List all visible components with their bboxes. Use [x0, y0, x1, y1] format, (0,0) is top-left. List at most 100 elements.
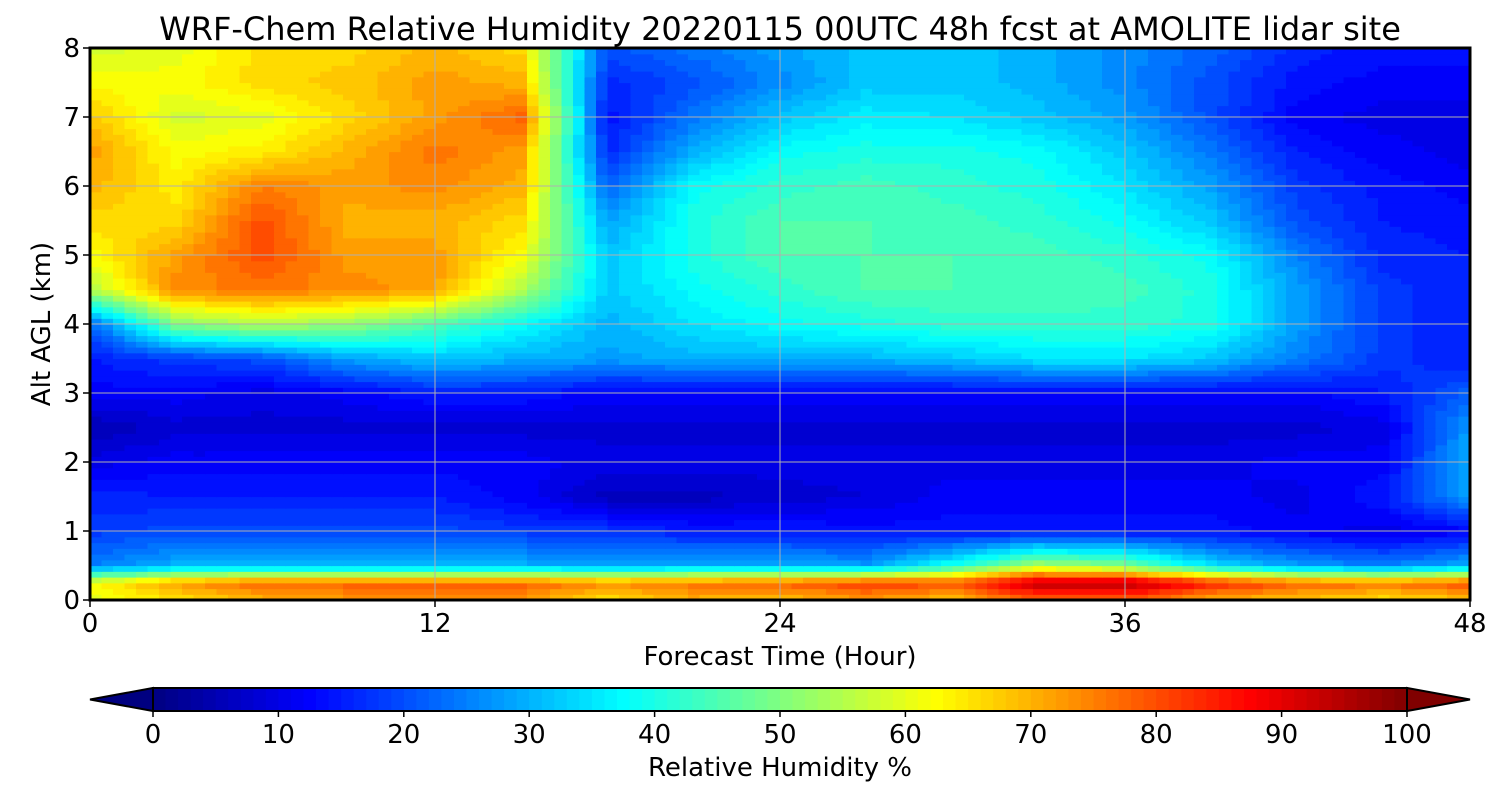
- heatmap-cell: [872, 508, 885, 515]
- heatmap-cell: [665, 571, 678, 578]
- heatmap-cell: [101, 536, 114, 544]
- heatmap-cell: [1378, 525, 1391, 532]
- heatmap-cell: [124, 571, 137, 578]
- heatmap-cell: [1343, 594, 1356, 601]
- heatmap-cell: [308, 490, 321, 498]
- heatmap-cell: [699, 490, 712, 498]
- heatmap-cell: [895, 404, 908, 411]
- heatmap-cell: [630, 594, 643, 601]
- heatmap-cell: [435, 577, 448, 584]
- heatmap-cell: [285, 479, 298, 486]
- heatmap-cell: [1297, 433, 1310, 440]
- heatmap-cell: [492, 548, 505, 555]
- heatmap-cell: [262, 358, 275, 365]
- heatmap-cell: [458, 588, 471, 595]
- heatmap-cell: [412, 387, 425, 394]
- heatmap-cell: [400, 525, 413, 532]
- heatmap-cell: [1205, 490, 1218, 498]
- heatmap-cell: [182, 559, 195, 567]
- heatmap-cell: [1240, 467, 1253, 475]
- heatmap-cell: [975, 565, 988, 572]
- heatmap-cell: [814, 381, 827, 388]
- heatmap-cell: [860, 496, 873, 503]
- heatmap-cell: [1205, 410, 1218, 417]
- heatmap-cell: [1102, 577, 1115, 584]
- heatmap-cell: [1389, 410, 1402, 417]
- heatmap-cell: [1205, 582, 1218, 590]
- heatmap-cell: [906, 525, 919, 532]
- heatmap-cell: [1102, 548, 1115, 555]
- heatmap-cell: [722, 416, 735, 423]
- heatmap-cell: [987, 479, 1000, 486]
- heatmap-cell: [929, 565, 942, 572]
- heatmap-cell: [1274, 370, 1287, 377]
- heatmap-cell: [515, 531, 528, 538]
- heatmap-cell: [711, 364, 724, 371]
- heatmap-cell: [619, 364, 632, 371]
- heatmap-cell: [538, 531, 551, 538]
- heatmap-cell: [768, 565, 781, 572]
- heatmap-cell: [688, 364, 701, 371]
- heatmap-cell: [952, 508, 965, 515]
- heatmap-cell: [952, 450, 965, 457]
- heatmap-cell: [1113, 496, 1126, 503]
- heatmap-cell: [1263, 531, 1276, 538]
- heatmap-cell: [1079, 398, 1092, 406]
- heatmap-cell: [780, 421, 793, 429]
- heatmap-cell: [1355, 381, 1368, 388]
- heatmap-cell: [538, 381, 551, 388]
- heatmap-cell: [1171, 364, 1184, 371]
- heatmap-cell: [1044, 490, 1057, 498]
- heatmap-cell: [998, 577, 1011, 584]
- heatmap-cell: [596, 398, 609, 406]
- heatmap-cell: [1113, 513, 1126, 521]
- heatmap-cell: [1401, 542, 1414, 549]
- heatmap-cell: [377, 358, 390, 365]
- heatmap-cell: [170, 462, 183, 469]
- heatmap-cell: [124, 410, 137, 417]
- heatmap-cell: [1309, 375, 1322, 383]
- heatmap-cell: [964, 387, 977, 394]
- heatmap-cell: [1251, 456, 1264, 463]
- heatmap-cell: [1309, 364, 1322, 371]
- heatmap-cell: [182, 565, 195, 572]
- heatmap-cell: [412, 444, 425, 452]
- heatmap-cell: [584, 525, 597, 532]
- heatmap-cell: [193, 536, 206, 544]
- heatmap-cell: [1355, 490, 1368, 498]
- heatmap-cell: [1297, 525, 1310, 532]
- heatmap-cell: [90, 571, 103, 578]
- heatmap-cell: [584, 577, 597, 584]
- heatmap-cell: [1286, 513, 1299, 521]
- heatmap-cell: [1033, 508, 1046, 515]
- heatmap-cell: [170, 588, 183, 595]
- heatmap-cell: [262, 582, 275, 590]
- heatmap-cell: [1332, 536, 1345, 544]
- heatmap-cell: [228, 456, 241, 463]
- heatmap-cell: [619, 416, 632, 423]
- heatmap-cell: [1044, 439, 1057, 446]
- heatmap-cell: [1090, 427, 1103, 434]
- heatmap-cell: [1389, 416, 1402, 423]
- heatmap-cell: [987, 364, 1000, 371]
- heatmap-cell: [1021, 594, 1034, 601]
- heatmap-cell: [1125, 554, 1138, 561]
- heatmap-cell: [308, 554, 321, 561]
- heatmap-cell: [423, 456, 436, 463]
- heatmap-cell: [872, 594, 885, 601]
- heatmap-cell: [895, 496, 908, 503]
- heatmap-cell: [320, 577, 333, 584]
- heatmap-cell: [1228, 398, 1241, 406]
- heatmap-cell: [1217, 375, 1230, 383]
- heatmap-cell: [734, 416, 747, 423]
- heatmap-cell: [975, 536, 988, 544]
- heatmap-cell: [642, 542, 655, 549]
- heatmap-cell: [768, 433, 781, 440]
- heatmap-cell: [550, 421, 563, 429]
- heatmap-cell: [297, 410, 310, 417]
- heatmap-cell: [1056, 450, 1069, 457]
- heatmap-cell: [688, 565, 701, 572]
- heatmap-cell: [1205, 571, 1218, 578]
- heatmap-cell: [251, 485, 264, 492]
- heatmap-cell: [469, 473, 482, 480]
